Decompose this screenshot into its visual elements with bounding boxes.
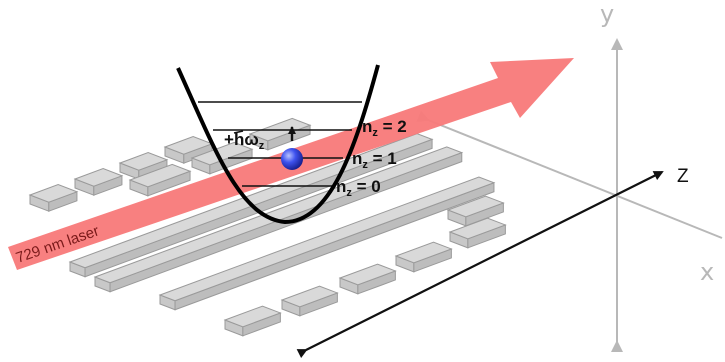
electrode-back-5-top [128,163,192,188]
electrode-front-2 [280,285,339,317]
electrode-back-6-top [190,141,254,166]
x-axis-label: x [700,258,714,286]
level-label-0: nz = 0 [336,177,381,199]
electrode-front-1 [223,305,282,337]
well-curve [176,64,380,225]
electrode-front-3 [338,263,397,295]
electrode-front-1-top [223,305,282,328]
h-bar-symbol: h [234,130,244,149]
electrode-back-1 [28,184,79,212]
z-axis-label: Z [677,166,689,187]
quantum-energy-label: +hωz [224,130,265,152]
electrode-back-5 [128,163,192,197]
level-label-1: nz = 1 [352,149,397,171]
y-axis-label: y [600,0,614,28]
electrode-back-3-top [118,152,169,171]
electrode-back-2-top [73,168,124,187]
electrode-back-2 [73,168,124,196]
level-label-2: nz = 2 [362,117,407,139]
ion [281,148,303,170]
h-bar-stroke [233,130,244,134]
electrode-back-4 [163,136,214,164]
electrode-front-4 [394,241,453,273]
z-axis-line [296,171,664,359]
electrode-back-1-top [28,184,79,203]
potential-well [176,64,380,225]
electrode-back-6 [190,141,254,175]
